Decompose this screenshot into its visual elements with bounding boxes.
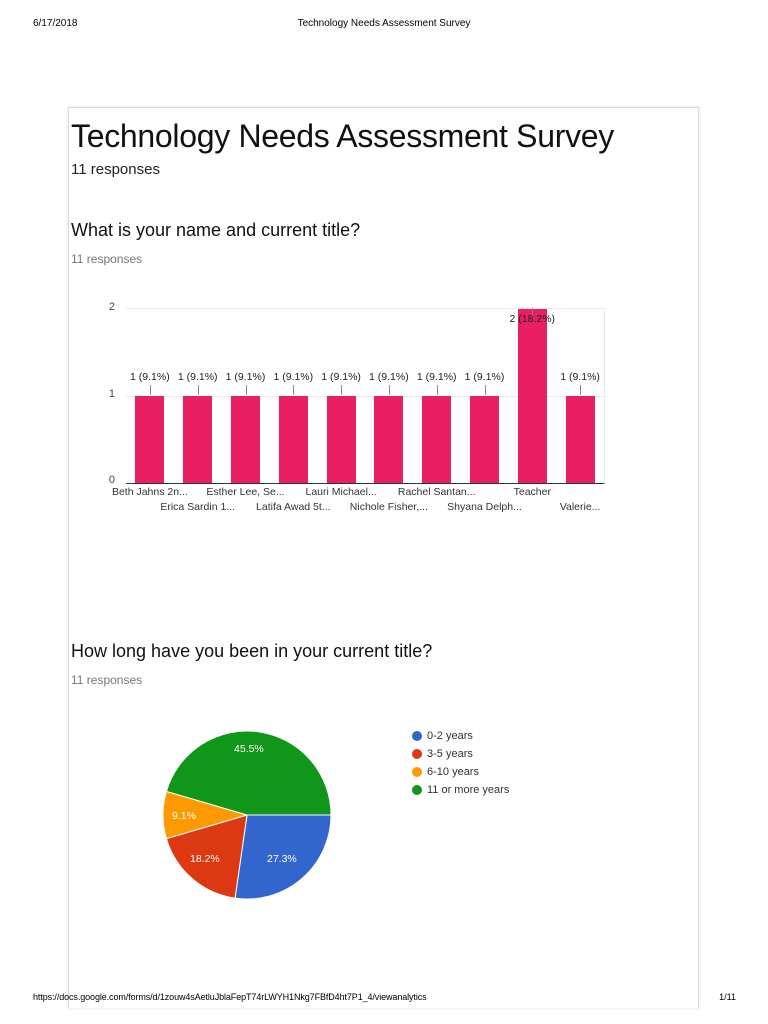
bar bbox=[326, 396, 356, 483]
pie-slice bbox=[234, 814, 332, 900]
bar-data-label: 1 (9.1%) bbox=[273, 371, 314, 383]
x-axis-label: Beth Jahns 2n... bbox=[111, 486, 188, 498]
legend-item-6-10-years: 6-10 years bbox=[412, 763, 509, 781]
pie-label-3-5: 18.2% bbox=[190, 853, 220, 865]
pie-legend: 0-2 years 3-5 years 6-10 years 11 or mor… bbox=[412, 727, 509, 799]
pie-label-11-plus: 45.5% bbox=[234, 743, 264, 755]
survey-summary-card: Technology Needs Assessment Survey 11 re… bbox=[68, 107, 699, 1008]
bar-data-label: 1 (9.1%) bbox=[225, 371, 266, 383]
legend-label: 6-10 years bbox=[427, 766, 479, 778]
x-axis-label: Shyana Delph... bbox=[447, 501, 522, 513]
data-label-leader bbox=[149, 385, 151, 395]
pie-slice bbox=[165, 814, 248, 899]
question-response-count: 11 responses bbox=[71, 252, 143, 266]
x-axis-label: Teacher bbox=[513, 486, 551, 498]
bar bbox=[231, 396, 260, 483]
bar-data-label: 1 (9.1%) bbox=[177, 371, 218, 383]
data-label-leader bbox=[532, 308, 534, 318]
page-number: 1/11 bbox=[719, 992, 736, 1002]
bar-chart-name-title: 2 1 0 1 (9.1%) Beth Jahns 2n... 1 (9.1%) Er… bbox=[99, 298, 619, 538]
pie-graphic bbox=[162, 730, 332, 900]
y-tick: 0 bbox=[108, 474, 115, 486]
x-axis-label: Erica Sardin 1... bbox=[160, 501, 236, 513]
legend-dot-icon bbox=[412, 785, 422, 795]
question-title: How long have you been in your current t… bbox=[71, 641, 433, 661]
print-title: Technology Needs Assessment Survey bbox=[297, 18, 471, 29]
legend-label: 0-2 years bbox=[427, 730, 473, 742]
data-label-leader bbox=[197, 385, 199, 395]
bar bbox=[374, 396, 404, 483]
bar-data-label: 1 (9.1%) bbox=[464, 371, 505, 383]
pie-slice bbox=[165, 730, 332, 816]
data-label-leader bbox=[245, 385, 247, 395]
page-url: https://docs.google.com/forms/d/1zouw4sA… bbox=[33, 992, 427, 1002]
bar bbox=[278, 396, 308, 483]
bar bbox=[135, 396, 165, 483]
legend-item-11-or-more-years: 11 or more years bbox=[412, 781, 509, 799]
legend-dot-icon bbox=[412, 767, 422, 777]
bar-data-label: 1 (9.1%) bbox=[369, 371, 409, 383]
x-axis-label: Rachel Santan... bbox=[397, 486, 476, 498]
legend-item-0-2-years: 0-2 years bbox=[412, 727, 509, 745]
gridline bbox=[126, 396, 604, 397]
bar bbox=[517, 309, 547, 483]
legend-dot-icon bbox=[412, 749, 422, 759]
x-axis-label: Valerie... bbox=[559, 501, 601, 513]
bar-data-label: 1 (9.1%) bbox=[130, 371, 170, 383]
bar-data-label: 1 (9.1%) bbox=[321, 371, 361, 383]
question-response-count: 11 responses bbox=[71, 673, 143, 687]
y-tick: 2 bbox=[108, 301, 115, 313]
question-title: What is your name and current title? bbox=[71, 220, 361, 240]
pie-label-6-10: 9.1% bbox=[172, 810, 196, 822]
bar bbox=[422, 396, 452, 483]
x-axis-label: Nichole Fisher,... bbox=[349, 501, 428, 513]
pie-chart-tenure: 45.5% 9.1% 18.2% 27.3% bbox=[161, 729, 333, 901]
data-label-leader bbox=[341, 385, 343, 395]
legend-item-3-5-years: 3-5 years bbox=[412, 745, 509, 763]
bar-data-label: 1 (9.1%) bbox=[416, 371, 457, 383]
pie-label-0-2: 27.3% bbox=[267, 853, 297, 865]
legend-label: 11 or more years bbox=[427, 784, 510, 796]
data-label-leader bbox=[388, 385, 390, 395]
bar bbox=[183, 396, 213, 483]
bar-plot-area bbox=[126, 308, 605, 484]
data-label-leader bbox=[293, 385, 295, 395]
y-tick: 1 bbox=[108, 388, 115, 400]
x-axis-label: Lauri Michael... bbox=[305, 486, 377, 498]
bar-data-label: 2 (18.2%) bbox=[509, 313, 556, 325]
legend-dot-icon bbox=[412, 731, 422, 741]
data-label-leader bbox=[484, 385, 486, 395]
print-date: 6/17/2018 bbox=[33, 18, 78, 29]
x-axis-label: Esther Lee, Se... bbox=[206, 486, 285, 498]
data-label-leader bbox=[436, 385, 438, 395]
legend-label: 3-5 years bbox=[427, 748, 473, 760]
data-label-leader bbox=[580, 385, 582, 395]
bar-data-label: 1 (9.1%) bbox=[560, 371, 600, 383]
x-axis-label: Latifa Awad 5t... bbox=[256, 501, 331, 513]
survey-title: Technology Needs Assessment Survey bbox=[71, 118, 614, 154]
bar bbox=[565, 396, 595, 483]
bar bbox=[470, 396, 499, 483]
survey-response-count: 11 responses bbox=[71, 161, 160, 178]
